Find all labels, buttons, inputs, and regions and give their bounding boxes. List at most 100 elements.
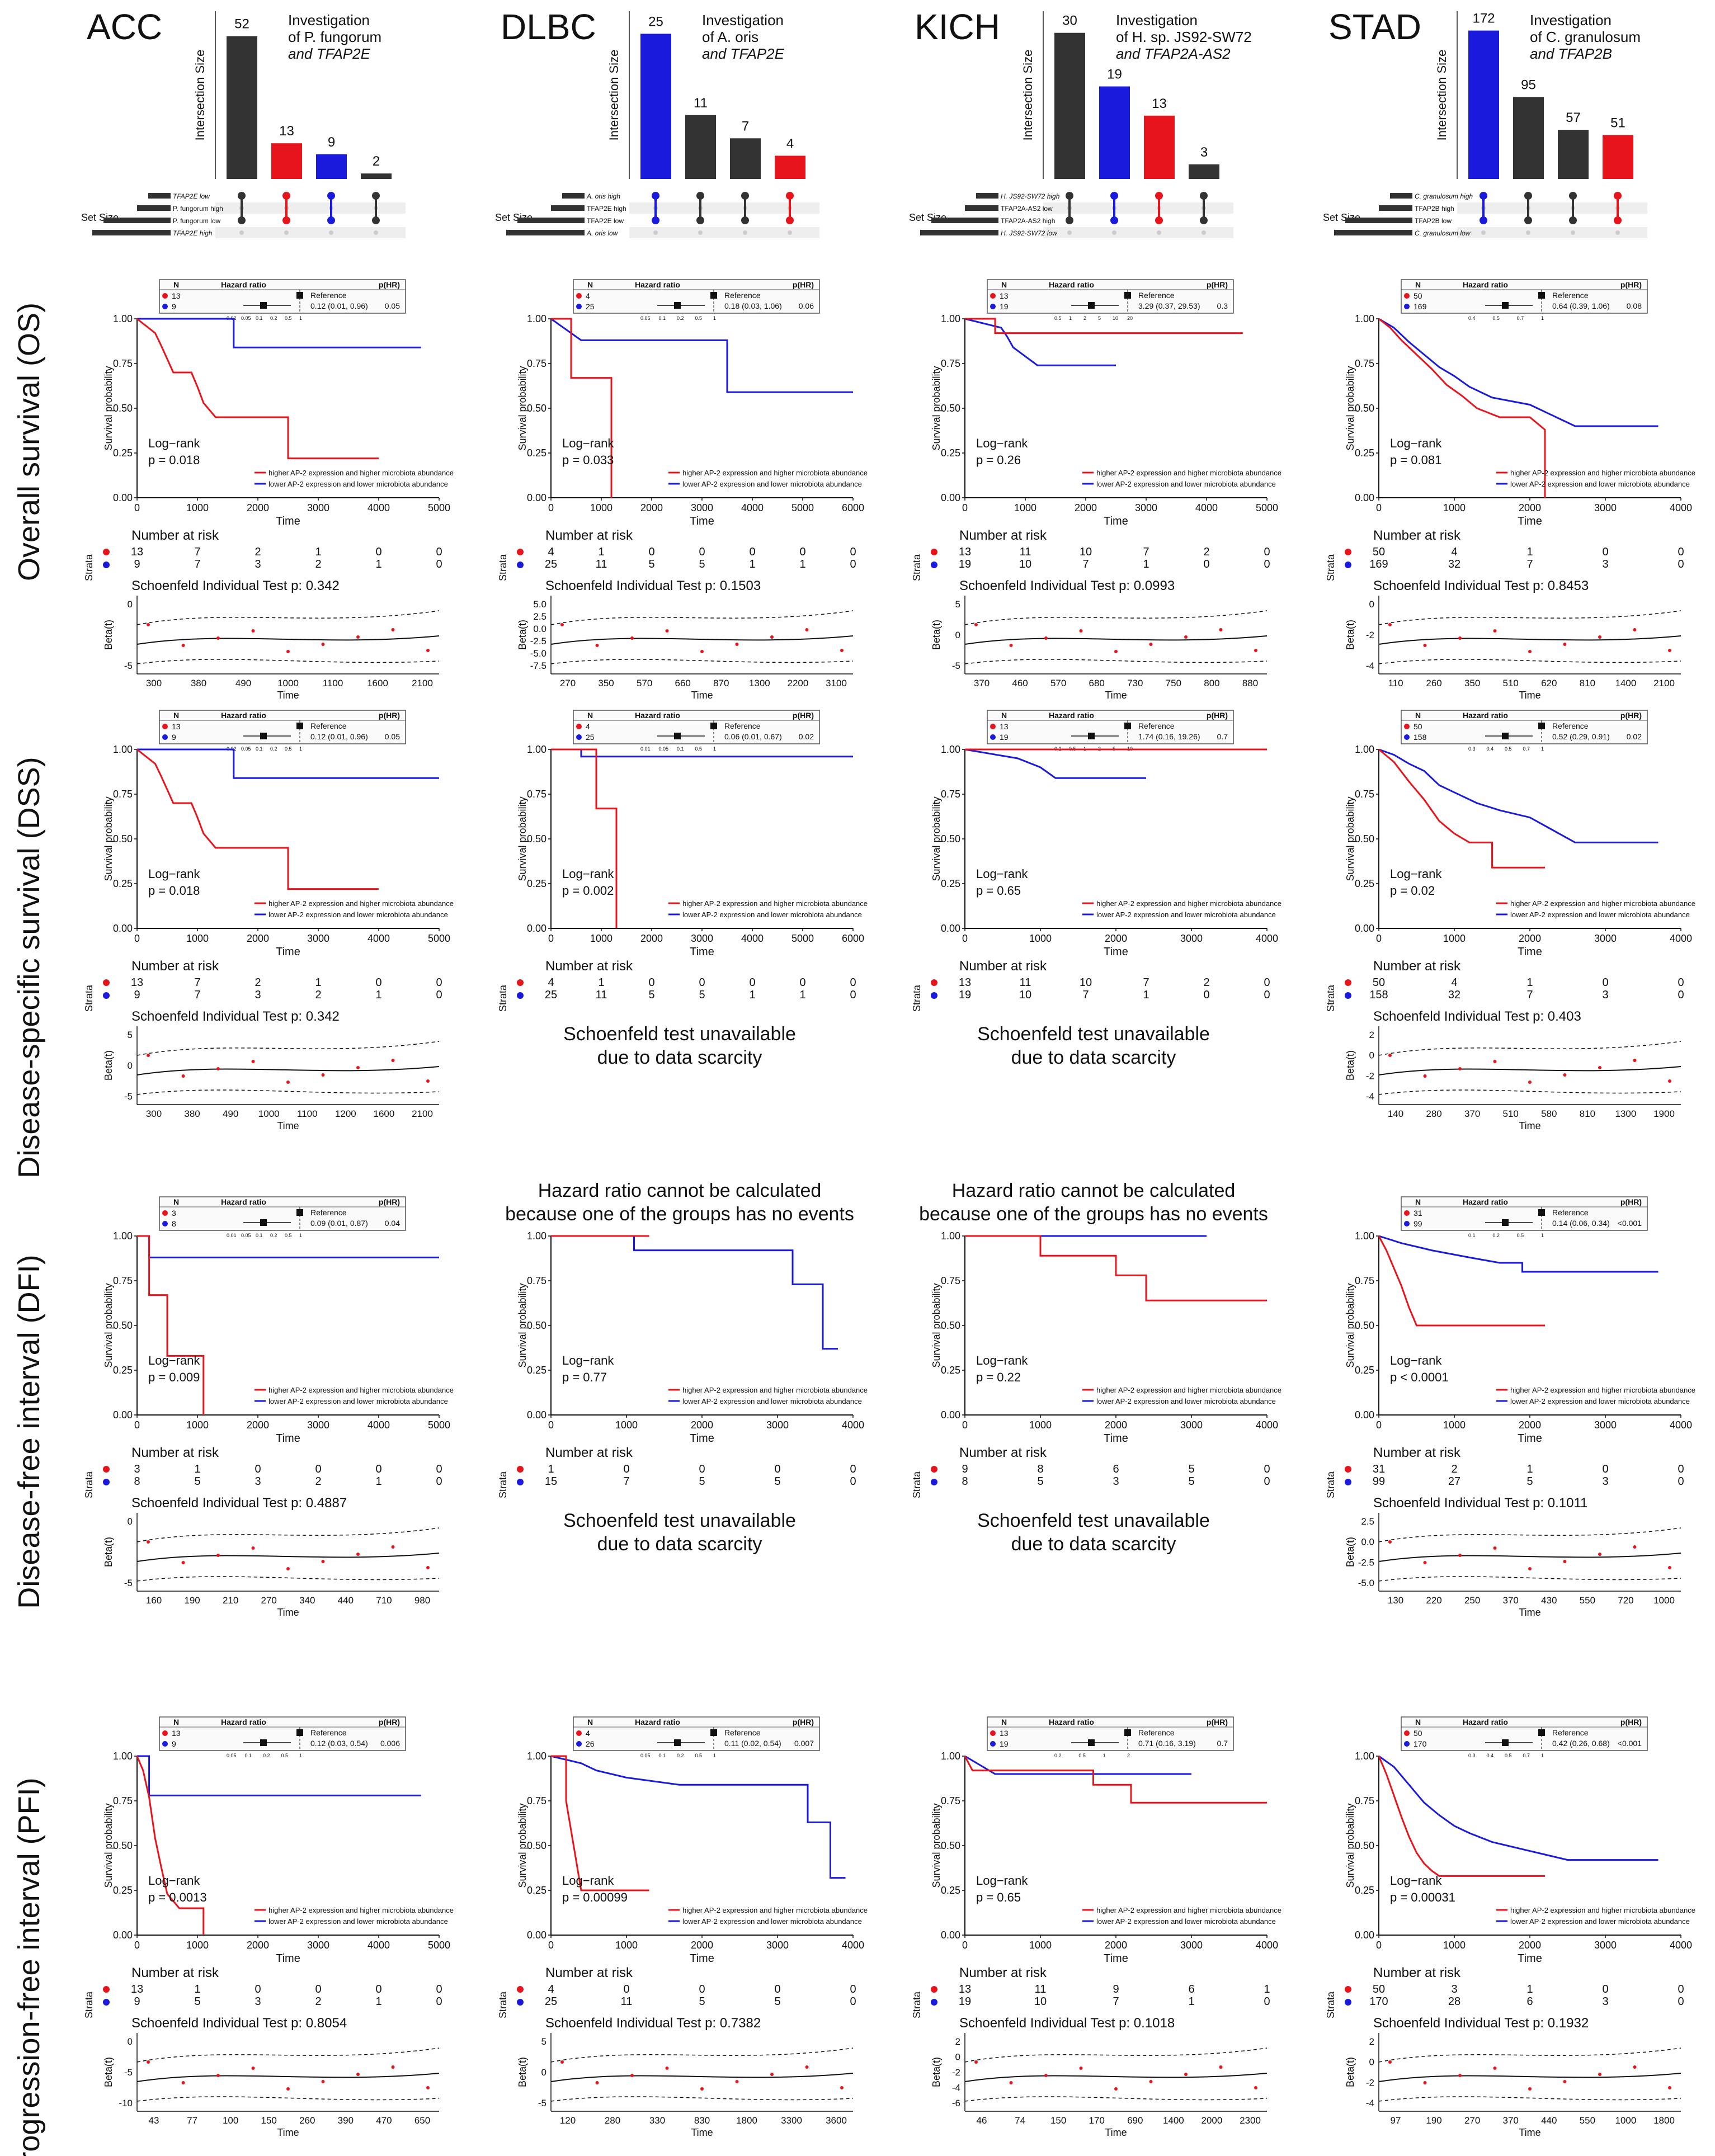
schoen-point [321,1073,325,1077]
hr-p-value: 0.7 [1217,732,1228,741]
risk-high-value: 1 [1526,976,1533,989]
hr-value: 0.14 (0.06, 0.34) [1552,1219,1610,1228]
hr-tick: 0.2 [270,1233,277,1238]
schoen-xtick: 330 [649,2115,665,2126]
risk-low-value: 9 [134,989,140,1001]
risk-high-value: 7 [1143,976,1149,989]
schoen-time-label: Time [1519,1607,1540,1618]
number-at-risk: Number at risk [131,959,219,974]
upset-bar [271,143,302,179]
schoen-point [1079,629,1083,633]
schoen-xtick: 1000 [1615,2115,1637,2126]
risk-low-value: 25 [545,989,557,1001]
logrank-label: Log−rank [1390,1353,1442,1367]
km-ytick: 1.00 [113,1230,133,1242]
km-xtick: 0 [962,1419,968,1431]
schoen-xtick: 190 [1426,2115,1441,2126]
risk-low-value: 1 [799,989,805,1001]
risk-high-value: 9 [1113,1983,1119,1995]
risk-low-value: 5 [699,558,705,570]
schoen-ytick: -5 [538,2098,546,2108]
matrix-dot [788,230,792,235]
risk-low-value: 5 [648,989,654,1001]
legend-high: higher AP-2 expression and higher microb… [682,1386,868,1394]
hr-reference: Reference [1552,1208,1589,1217]
schoenfeld-title: Schoenfeld Individual Test p: 0.0993 [959,578,1175,593]
risk-high-dot [103,549,110,555]
matrix-dot-active [786,216,794,224]
risk-high-value: 0 [436,1983,442,1995]
risk-low-dot [1345,1479,1351,1485]
schoen-xtick: 440 [1541,2115,1557,2126]
hr-low-dot [1404,1741,1410,1747]
logrank-p: p = 0.0013 [148,1890,207,1904]
risk-high-value: 13 [959,976,971,989]
risk-low-value: 3 [255,1475,261,1488]
risk-low-value: 25 [545,558,557,570]
schoen-ci-lower [136,1089,440,1095]
km-curve-low [550,1755,846,1879]
risk-low-value: 0 [436,558,442,570]
km-xtick: 4000 [368,1940,390,1951]
risk-high-value: 13 [959,546,971,558]
schoen-xtick: 1000 [1653,1595,1675,1606]
schoen-xtick: 2000 [1202,2115,1223,2126]
hr-tick: 0.5 [695,315,703,321]
risk-high-value: 7 [194,976,200,989]
schoen-xtick: 2100 [412,1108,433,1119]
risk-low-value: 0 [436,1475,442,1488]
km-xtick: 1000 [590,502,613,513]
set-size-bar [103,218,171,223]
hr-tick: 0.05 [241,315,251,321]
hr-unavailable: because one of the groups has no events [505,1204,854,1225]
hr-low-dot [576,304,582,309]
risk-high-dot [1345,1466,1351,1473]
km-xtick: 1000 [1014,502,1036,513]
number-at-risk: Number at risk [959,1445,1047,1460]
hr-tick: 0.5 [695,746,703,752]
hr-reference: Reference [1138,721,1175,730]
matrix-dot-active [652,216,659,224]
number-at-risk: Number at risk [131,528,219,543]
km-xtick: 2000 [1075,502,1097,513]
number-at-risk: Number at risk [545,528,633,543]
schoen-time-label: Time [1105,690,1127,701]
km-ytick: 0.25 [113,1885,133,1896]
schoen-point [321,2080,325,2083]
hr-tick: 0.5 [1078,1753,1086,1758]
schoen-point [1563,643,1567,646]
risk-low-value: 6 [1526,1995,1533,2008]
risk-high-value: 0 [749,976,755,989]
hr-box [159,279,406,314]
matrix-dot-active [1066,192,1073,200]
risk-high-value: 9 [962,1463,968,1475]
km-ylabel: Survival probability [517,796,528,881]
hr-unavailable: because one of the groups has no events [919,1204,1268,1225]
upset-bar [227,36,257,180]
hr-header-hr: Hazard ratio [1463,1197,1508,1206]
hr-tick: 1 [713,746,716,752]
hr-tick: 0.5 [1505,746,1512,752]
risk-high-value: 0 [255,1983,261,1995]
legend-high: higher AP-2 expression and higher microb… [268,1386,454,1394]
risk-low-dot [103,992,110,999]
schoen-ytick: -5 [124,661,133,671]
schoen-point [426,649,430,652]
risk-low-value: 11 [596,558,607,570]
km-time-label: Time [276,946,300,958]
risk-low-value: 32 [1448,558,1460,570]
km-ytick: 0.75 [1355,358,1374,369]
km-xtick: 3000 [307,1419,329,1431]
investigation-label: of P. fungorum [288,29,381,45]
hr-p-value: 0.05 [385,732,400,741]
schoen-ytick: -2 [1366,1070,1374,1081]
schoen-point [840,2086,844,2089]
set-size-bar [92,230,171,235]
matrix-dot [743,230,747,235]
risk-low-dot [1345,992,1351,999]
schoen-point [560,2060,564,2064]
schoen-point [1493,2067,1497,2070]
schoen-ytick: -2 [1366,630,1374,640]
upset-bar-label: 57 [1566,110,1581,125]
